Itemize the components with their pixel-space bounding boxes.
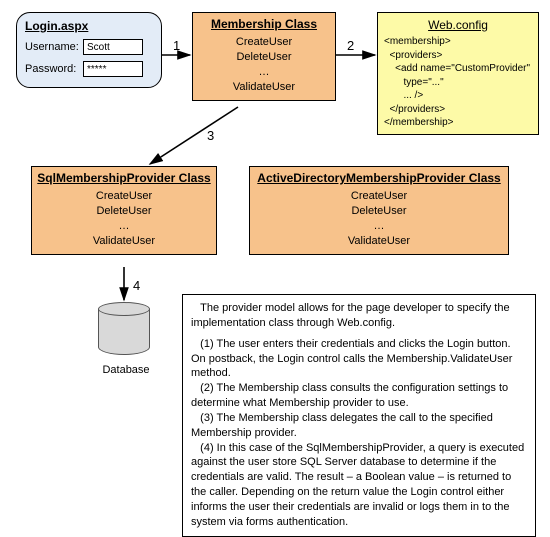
method: ValidateUser (32, 234, 216, 249)
method: ValidateUser (193, 80, 335, 95)
config-line: </providers> (384, 103, 532, 117)
step-3-label: 3 (207, 128, 214, 143)
method: ValidateUser (250, 234, 508, 249)
sql-provider-box: SqlMembershipProvider Class CreateUser D… (31, 166, 217, 255)
config-line: type="..." (384, 76, 532, 90)
method: CreateUser (250, 189, 508, 204)
database-label: Database (100, 364, 152, 376)
method: DeleteUser (32, 204, 216, 219)
config-line: <add name="CustomProvider" (384, 62, 532, 76)
step-4-label: 4 (133, 278, 140, 293)
login-box: Login.aspx Username: Scott Password: ***… (16, 12, 162, 88)
method: CreateUser (193, 35, 335, 50)
ad-title: ActiveDirectoryMembershipProvider Class (250, 167, 508, 187)
method: DeleteUser (250, 204, 508, 219)
method: DeleteUser (193, 50, 335, 65)
desc-paragraph: (2) The Membership class consults the co… (191, 381, 527, 411)
config-line: <providers> (384, 49, 532, 63)
desc-paragraph: The provider model allows for the page d… (191, 301, 527, 331)
membership-methods: CreateUser DeleteUser … ValidateUser (193, 33, 335, 100)
sql-title: SqlMembershipProvider Class (32, 167, 216, 187)
sql-methods: CreateUser DeleteUser … ValidateUser (32, 187, 216, 254)
method: … (250, 219, 508, 234)
method: CreateUser (32, 189, 216, 204)
username-field[interactable]: Scott (83, 39, 143, 55)
step-2-label: 2 (347, 38, 354, 53)
password-field[interactable]: ***** (83, 61, 143, 77)
ad-methods: CreateUser DeleteUser … ValidateUser (250, 187, 508, 254)
description-box: The provider model allows for the page d… (182, 294, 536, 537)
desc-paragraph: (4) In this case of the SqlMembershipPro… (191, 441, 527, 530)
database-icon (98, 302, 150, 362)
webconfig-box: Web.config <membership> <providers> <add… (377, 12, 539, 135)
webconfig-title: Web.config (384, 17, 532, 33)
ad-provider-box: ActiveDirectoryMembershipProvider Class … (249, 166, 509, 255)
method: … (32, 219, 216, 234)
config-line: </membership> (384, 116, 532, 130)
step-1-label: 1 (173, 38, 180, 53)
membership-title: Membership Class (193, 13, 335, 33)
login-title: Login.aspx (25, 19, 88, 33)
username-label: Username: (25, 41, 83, 53)
password-label: Password: (25, 63, 83, 75)
config-line: ... /> (384, 89, 532, 103)
desc-paragraph: (1) The user enters their credentials an… (191, 337, 527, 382)
membership-class-box: Membership Class CreateUser DeleteUser …… (192, 12, 336, 101)
method: … (193, 65, 335, 80)
config-line: <membership> (384, 35, 532, 49)
desc-paragraph: (3) The Membership class delegates the c… (191, 411, 527, 441)
